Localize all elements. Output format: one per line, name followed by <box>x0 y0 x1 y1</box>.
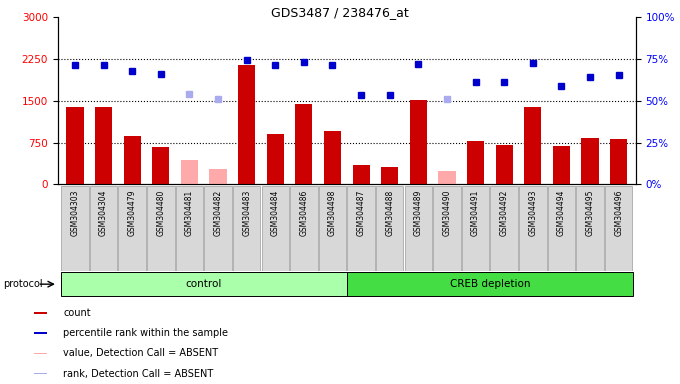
Text: GSM304496: GSM304496 <box>614 190 623 236</box>
Bar <box>209 169 226 184</box>
FancyBboxPatch shape <box>118 186 146 271</box>
Text: protocol: protocol <box>3 279 43 289</box>
Bar <box>553 146 570 184</box>
FancyBboxPatch shape <box>262 186 289 271</box>
FancyBboxPatch shape <box>605 186 632 271</box>
Bar <box>34 312 47 314</box>
Bar <box>67 108 84 184</box>
Text: GSM304304: GSM304304 <box>99 190 108 236</box>
FancyBboxPatch shape <box>462 186 490 271</box>
FancyBboxPatch shape <box>347 186 375 271</box>
Bar <box>95 108 112 184</box>
Bar <box>467 141 484 184</box>
Text: value, Detection Call = ABSENT: value, Detection Call = ABSENT <box>63 348 218 358</box>
FancyBboxPatch shape <box>233 186 260 271</box>
FancyBboxPatch shape <box>576 186 604 271</box>
FancyBboxPatch shape <box>90 186 118 271</box>
FancyBboxPatch shape <box>319 186 346 271</box>
FancyBboxPatch shape <box>347 272 633 296</box>
Bar <box>124 136 141 184</box>
Text: control: control <box>186 279 222 289</box>
FancyBboxPatch shape <box>175 186 203 271</box>
Text: GSM304481: GSM304481 <box>185 190 194 236</box>
Text: GSM304498: GSM304498 <box>328 190 337 236</box>
FancyBboxPatch shape <box>519 186 547 271</box>
FancyBboxPatch shape <box>290 186 318 271</box>
Text: percentile rank within the sample: percentile rank within the sample <box>63 328 228 338</box>
Bar <box>34 333 47 334</box>
Bar <box>295 104 313 184</box>
Text: GSM304488: GSM304488 <box>386 190 394 236</box>
FancyBboxPatch shape <box>204 186 232 271</box>
Bar <box>34 373 47 374</box>
Bar <box>181 161 198 184</box>
Text: rank, Detection Call = ABSENT: rank, Detection Call = ABSENT <box>63 369 214 379</box>
Text: GSM304482: GSM304482 <box>214 190 222 236</box>
Bar <box>439 171 456 184</box>
Bar <box>352 166 370 184</box>
Text: GSM304479: GSM304479 <box>128 190 137 236</box>
FancyBboxPatch shape <box>61 186 88 271</box>
Text: GSM304491: GSM304491 <box>471 190 480 236</box>
Text: GSM304303: GSM304303 <box>71 190 80 236</box>
FancyBboxPatch shape <box>490 186 518 271</box>
Text: GSM304493: GSM304493 <box>528 190 537 236</box>
Text: GSM304487: GSM304487 <box>356 190 366 236</box>
Bar <box>238 65 255 184</box>
Text: count: count <box>63 308 90 318</box>
FancyBboxPatch shape <box>147 186 175 271</box>
Bar <box>324 131 341 184</box>
Bar <box>610 139 627 184</box>
Text: GSM304489: GSM304489 <box>414 190 423 236</box>
Text: GSM304492: GSM304492 <box>500 190 509 236</box>
Bar <box>152 147 169 184</box>
FancyBboxPatch shape <box>376 186 403 271</box>
FancyBboxPatch shape <box>61 272 347 296</box>
Text: GSM304490: GSM304490 <box>443 190 452 236</box>
Text: GSM304480: GSM304480 <box>156 190 165 236</box>
Text: CREB depletion: CREB depletion <box>449 279 530 289</box>
Text: GSM304483: GSM304483 <box>242 190 251 236</box>
Bar <box>34 353 47 354</box>
FancyBboxPatch shape <box>405 186 432 271</box>
Bar <box>581 138 598 184</box>
FancyBboxPatch shape <box>547 186 575 271</box>
Text: GDS3487 / 238476_at: GDS3487 / 238476_at <box>271 6 409 19</box>
Bar <box>524 108 541 184</box>
Bar <box>410 100 427 184</box>
Text: GSM304484: GSM304484 <box>271 190 279 236</box>
Bar <box>496 146 513 184</box>
FancyBboxPatch shape <box>433 186 460 271</box>
Bar <box>267 134 284 184</box>
Text: GSM304486: GSM304486 <box>299 190 308 236</box>
Text: GSM304494: GSM304494 <box>557 190 566 236</box>
Text: GSM304495: GSM304495 <box>585 190 594 236</box>
Bar <box>381 167 398 184</box>
